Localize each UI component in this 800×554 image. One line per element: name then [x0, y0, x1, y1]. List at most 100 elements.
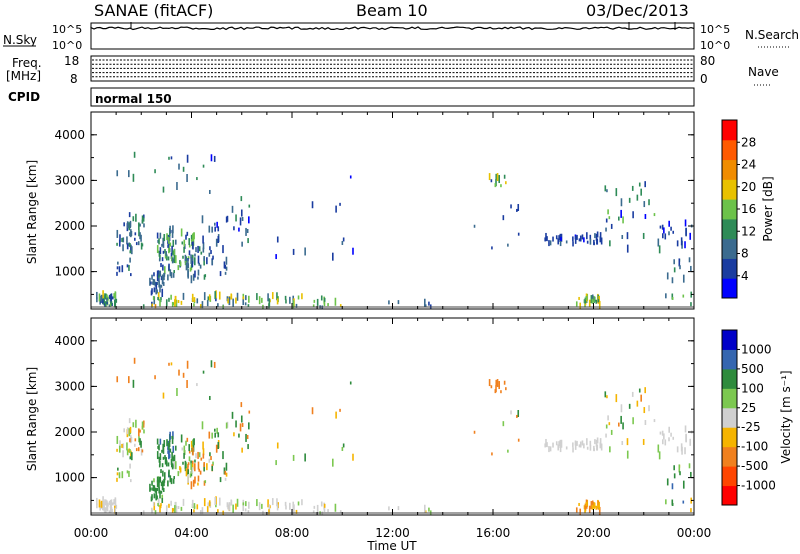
freq-top-tick: 18 — [64, 54, 79, 68]
velocity-colorbar: 1000 500 100 25 -25 -100 -500 -1000 — [721, 329, 776, 506]
velocity-echo — [673, 465, 675, 471]
power-echo — [498, 175, 501, 184]
power-echo — [620, 209, 622, 218]
power-echo — [245, 227, 247, 236]
power-echo — [628, 197, 631, 203]
velocity-echo — [110, 501, 112, 510]
power-echo — [184, 261, 187, 266]
velocity-echo — [173, 461, 176, 470]
velocity-echo — [352, 453, 354, 461]
power-echo — [223, 261, 226, 269]
velocity-echo — [108, 500, 111, 505]
power-colorbar-swatch — [722, 218, 737, 240]
velocity-echo — [197, 461, 200, 470]
velocity-echo — [615, 394, 618, 403]
time-tick-label: 12:00 — [375, 526, 410, 540]
nsky-trace — [90, 22, 695, 31]
power-echo — [126, 243, 129, 250]
velocity-echo — [628, 403, 631, 409]
velocity-colorbar-frame — [721, 329, 738, 506]
velocity-echo — [155, 488, 158, 496]
velocity-echo — [560, 442, 562, 447]
velocity-echo — [129, 456, 132, 460]
power-echo — [670, 226, 672, 231]
power-echo — [153, 272, 155, 277]
power-echo — [217, 235, 220, 243]
power-echo — [311, 201, 314, 209]
velocity-colorbar-tick-label: -500 — [741, 459, 768, 473]
velocity-ylabel: Slant Range [km] — [25, 367, 39, 471]
power-echo — [173, 249, 176, 257]
velocity-echo — [160, 490, 163, 494]
velocity-echo — [185, 462, 188, 469]
power-echo — [172, 225, 174, 234]
velocity-echo — [168, 454, 171, 459]
power-echo — [690, 302, 692, 307]
velocity-echo — [134, 443, 136, 447]
velocity-echo — [202, 448, 205, 456]
power-echo — [100, 294, 103, 302]
power-echo — [678, 258, 681, 267]
velocity-colorbar-label: Velocity [m s⁻¹] — [779, 370, 793, 463]
velocity-echo — [648, 405, 650, 412]
velocity-echo — [172, 431, 174, 440]
velocity-echo — [502, 421, 505, 427]
power-echo — [155, 282, 158, 290]
power-echo — [653, 213, 656, 217]
velocity-echo — [203, 480, 206, 486]
power-echo — [289, 296, 291, 304]
velocity-echo — [589, 440, 592, 446]
range-tick-label: 4000 — [54, 334, 85, 348]
power-echo — [183, 246, 185, 253]
velocity-echo — [180, 506, 183, 511]
power-echo — [517, 232, 520, 236]
power-echo — [197, 276, 199, 280]
velocity-echo — [161, 463, 164, 468]
power-echo — [105, 293, 107, 300]
velocity-echo — [188, 450, 191, 454]
velocity-echo — [304, 453, 306, 462]
velocity-echo — [606, 395, 608, 399]
power-echo — [180, 228, 183, 237]
velocity-echo — [585, 501, 588, 506]
power-echo — [214, 291, 217, 300]
velocity-echo — [215, 503, 217, 508]
velocity-echo — [156, 487, 159, 491]
velocity-echo — [618, 422, 620, 427]
velocity-echo — [581, 440, 584, 446]
power-echo — [142, 304, 145, 309]
power-echo — [600, 237, 603, 245]
velocity-echo — [117, 467, 119, 471]
velocity-echo — [227, 504, 229, 510]
power-echo — [244, 302, 247, 306]
power-echo — [583, 237, 585, 243]
power-echo — [168, 156, 170, 160]
velocity-echo — [199, 470, 202, 475]
velocity-echo — [121, 471, 124, 479]
velocity-echo — [578, 502, 580, 506]
velocity-echo — [429, 510, 432, 515]
power-echo — [108, 294, 111, 299]
velocity-colorbar-tick-label: 100 — [741, 381, 764, 395]
power-echo — [169, 242, 172, 247]
power-colorbar-swatch — [722, 139, 737, 161]
velocity-echo — [154, 487, 157, 493]
power-echo — [137, 241, 140, 246]
power-echo — [572, 236, 574, 242]
power-echo — [312, 304, 315, 308]
velocity-echo — [256, 499, 258, 507]
velocity-echo — [154, 510, 157, 515]
power-echo — [208, 225, 211, 233]
velocity-echo — [206, 506, 209, 513]
power-echo — [159, 232, 162, 239]
velocity-echo — [297, 501, 300, 506]
power-echo — [170, 294, 172, 300]
velocity-echo — [172, 478, 175, 484]
velocity-echo — [170, 362, 173, 366]
power-echo — [168, 248, 171, 253]
power-echo — [143, 223, 145, 228]
velocity-echo — [159, 460, 161, 466]
power-echo — [161, 277, 164, 285]
power-echo — [190, 234, 193, 241]
velocity-echo — [507, 449, 509, 453]
